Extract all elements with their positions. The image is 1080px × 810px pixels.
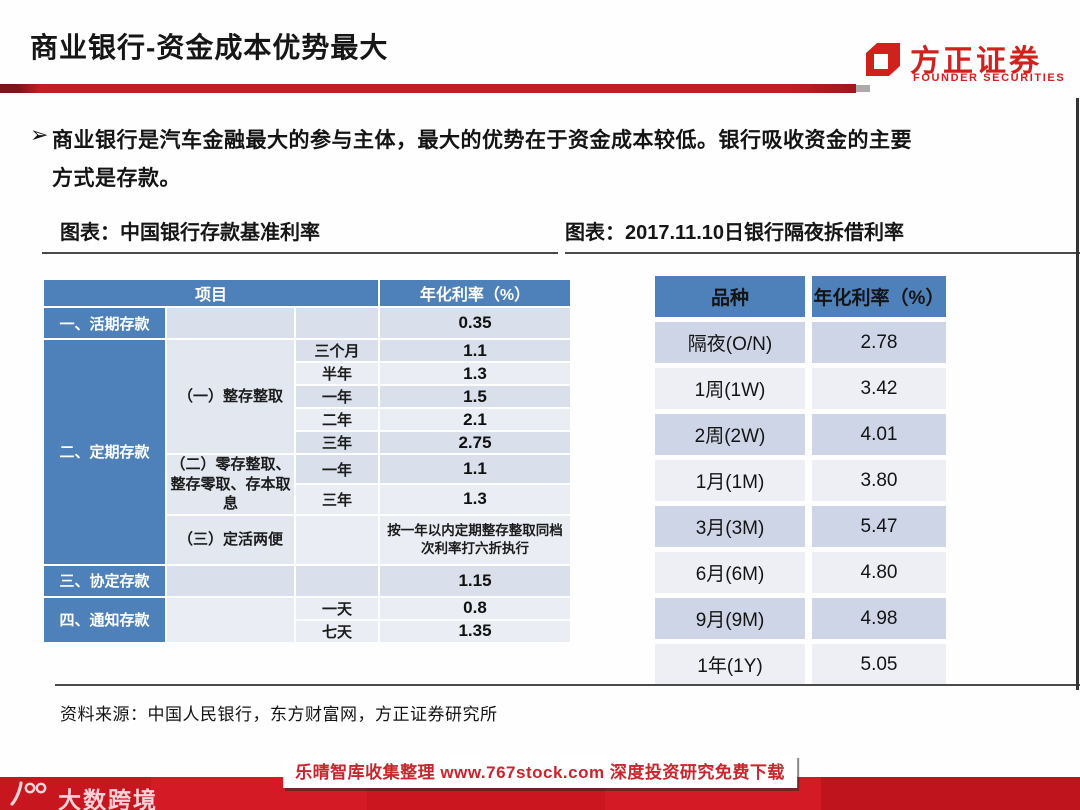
rate-cell: 0.35 (380, 308, 570, 338)
rate-cell: 2.78 (812, 322, 946, 363)
kind-cell: 1月(1M) (655, 460, 805, 501)
kind-cell: 1年(1Y) (655, 644, 805, 685)
rate-cell: 3.80 (812, 460, 946, 501)
rate-cell: 0.8 (380, 597, 570, 619)
rate-cell: 1.1 (380, 340, 570, 361)
brand-text: 大数跨境 (58, 787, 158, 810)
kind-cell: 9月(9M) (655, 598, 805, 639)
founder-securities-logo-icon (862, 40, 902, 80)
rate-cell: 1.3 (380, 485, 570, 514)
term-cell: 一年 (296, 386, 378, 407)
rate-cell: 2.1 (380, 409, 570, 430)
rate-cell: 1.35 (380, 620, 570, 642)
column-header-rate: 年化利率（%） (380, 280, 570, 306)
rate-cell: 5.47 (812, 506, 946, 547)
term-cell: 一年 (296, 455, 378, 484)
term-cell: 半年 (296, 363, 378, 384)
tables-bottom-rule (55, 684, 1080, 686)
figure-rule-left (42, 252, 558, 254)
term-cell: 三年 (296, 485, 378, 514)
rate-cell: 1.3 (380, 363, 570, 384)
interbank-rate-table: 品种 年化利率（%） 隔夜(O/N) 2.78 1周(1W) 3.42 2周(2… (648, 271, 953, 690)
kind-cell: 3月(3M) (655, 506, 805, 547)
category-demand-deposit: 一、活期存款 (44, 308, 165, 338)
rate-cell: 1.1 (380, 455, 570, 484)
watermark-box: 乐晴智库收集整理 www.767stock.com 深度投资研究免费下载 (283, 755, 797, 788)
empty-cell (167, 308, 294, 338)
flexible-note-cell: 按一年以内定期整存整取同档次利率打六折执行 (380, 515, 570, 564)
empty-cell (167, 597, 294, 642)
empty-cell (296, 515, 378, 564)
column-header-item: 项目 (44, 280, 378, 306)
kind-cell: 隔夜(O/N) (655, 322, 805, 363)
rate-cell: 5.05 (812, 644, 946, 685)
subcategory-installment: （二）零存整取、整存零取、存本取息 (167, 455, 294, 514)
rate-cell: 4.01 (812, 414, 946, 455)
empty-cell (167, 565, 294, 596)
intro-text-line1: 商业银行是汽车金融最大的参与主体，最大的优势在于资金成本较低。银行吸收资金的主要 (52, 129, 912, 152)
kind-cell: 1周(1W) (655, 368, 805, 409)
rate-cell: 4.80 (812, 552, 946, 593)
category-agreement-deposit: 三、协定存款 (44, 565, 165, 596)
rate-cell: 4.98 (812, 598, 946, 639)
subcategory-flexible: （三）定活两便 (167, 515, 294, 564)
column-header-kind: 品种 (655, 276, 805, 317)
logo-en-text: FOUNDER SECURITIES (913, 72, 1066, 84)
underline-gray-tail (856, 85, 870, 92)
right-edge-line (1076, 98, 1079, 690)
logo-cn-text: 方正证券 (910, 45, 1042, 78)
rate-cell: 1.15 (380, 565, 570, 596)
rate-cell: 3.42 (812, 368, 946, 409)
brand-logo-icon (8, 780, 54, 808)
term-cell: 三年 (296, 432, 378, 453)
term-cell: 二年 (296, 409, 378, 430)
source-line: 资料来源：中国人民银行，东方财富网，方正证券研究所 (60, 705, 498, 724)
kind-cell: 6月(6M) (655, 552, 805, 593)
subcategory-lump-sum: （一）整存整取 (167, 340, 294, 453)
term-cell: 七天 (296, 620, 378, 642)
category-call-deposit: 四、通知存款 (44, 597, 165, 642)
rate-cell: 2.75 (380, 432, 570, 453)
intro-text-line2: 方式是存款。 (52, 167, 181, 190)
empty-cell (296, 308, 378, 338)
rate-cell: 1.5 (380, 386, 570, 407)
term-cell: 三个月 (296, 340, 378, 361)
term-cell: 一天 (296, 597, 378, 619)
kind-cell: 2周(2W) (655, 414, 805, 455)
page-title: 商业银行-资金成本优势最大 (30, 32, 389, 63)
column-header-rate: 年化利率（%） (812, 276, 946, 317)
empty-cell (296, 565, 378, 596)
bullet-arrow-icon: ➢ (30, 122, 49, 147)
figure-title-right: 图表：2017.11.10日银行隔夜拆借利率 (565, 222, 904, 244)
category-time-deposit: 二、定期存款 (44, 340, 165, 564)
figure-title-left: 图表：中国银行存款基准利率 (60, 222, 320, 244)
figure-rule-right (565, 252, 1080, 254)
watermark-text: 乐晴智库收集整理 www.767stock.com 深度投资研究免费下载 (295, 763, 785, 782)
title-underline (0, 84, 856, 93)
deposit-rate-table: 项目 年化利率（%） 一、活期存款 0.35 二、定期存款 （一）整存整取 三个… (42, 278, 572, 644)
